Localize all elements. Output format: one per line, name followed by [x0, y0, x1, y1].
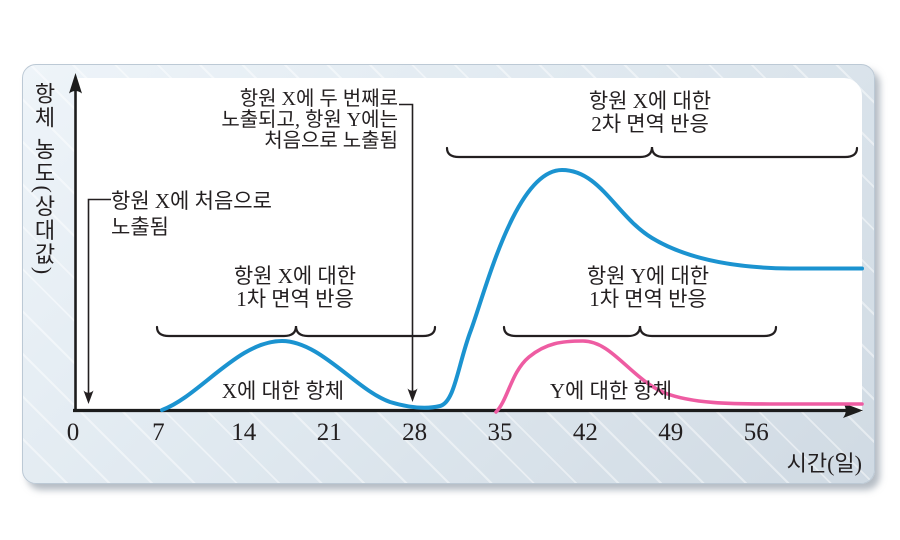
annotation-second-exposure-line3: 처음으로 노출됨 — [264, 130, 398, 152]
x-tick-label: 56 — [743, 419, 769, 446]
x-axis-arrowhead-icon — [843, 403, 863, 418]
first-exposure-arrowhead-icon — [83, 390, 94, 404]
annotation-first-exposure-line2: 노출됨 — [111, 215, 169, 239]
x-tick-label: 28 — [402, 419, 428, 446]
x-tick-label: 49 — [658, 419, 684, 446]
x-tick-label: 35 — [487, 419, 513, 446]
plot-area — [74, 78, 862, 412]
second-exposure-arrowhead-icon — [407, 388, 418, 402]
x-tick-label: 0 — [66, 419, 80, 446]
label-primary-response-y: 항원 Y에 대한 1차 면역 반응 — [543, 265, 753, 311]
label-secondary-response-x-line1: 항원 X에 대한 — [588, 89, 712, 113]
label-primary-response-y-line2: 1차 면역 반응 — [589, 287, 707, 311]
y-axis-arrowhead-icon — [69, 73, 82, 94]
brace-secondary-x — [445, 146, 859, 159]
brace-primary-x — [155, 325, 437, 338]
label-primary-response-y-line1: 항원 Y에 대한 — [586, 264, 710, 288]
x-tick-labels: 0 7 14 21 28 35 42 49 56 — [0, 419, 900, 449]
brace-primary-y — [502, 325, 778, 338]
curve-antibody-y — [494, 339, 864, 414]
second-exposure-connector-line — [399, 103, 414, 393]
annotation-first-exposure: 항원 X에 처음으로 노출됨 — [111, 188, 272, 240]
label-antibody-y: Y에 대한 항체 — [549, 379, 673, 403]
annotation-first-exposure-line1: 항원 X에 처음으로 — [111, 189, 272, 213]
label-secondary-response-x-line2: 2차 면역 반응 — [591, 112, 709, 136]
x-axis-title: 시간(일) — [786, 451, 862, 476]
y-axis-label: 항체 농도(상대값) — [31, 82, 56, 277]
label-primary-response-x-line2: 1차 면역 반응 — [236, 287, 354, 311]
label-antibody-x: X에 대한 항체 — [221, 379, 345, 403]
x-tick-label: 21 — [316, 419, 342, 446]
label-secondary-response-x: 항원 X에 대한 2차 면역 반응 — [545, 90, 755, 136]
first-exposure-connector-line — [87, 198, 111, 395]
label-primary-response-x: 항원 X에 대한 1차 면역 반응 — [190, 265, 400, 311]
curve-antibody-x — [160, 167, 864, 412]
annotation-second-exposure: 항원 X에 두 번째로 노출되고, 항원 Y에는 처음으로 노출됨 — [168, 89, 398, 152]
x-tick-label: 14 — [231, 419, 257, 446]
annotation-second-exposure-line2: 노출되고, 항원 Y에는 — [221, 109, 398, 131]
label-primary-response-x-line1: 항원 X에 대한 — [233, 264, 357, 288]
annotation-second-exposure-line1: 항원 X에 두 번째로 — [239, 88, 398, 110]
x-tick-label: 7 — [152, 419, 165, 446]
x-tick-label: 42 — [572, 419, 598, 446]
